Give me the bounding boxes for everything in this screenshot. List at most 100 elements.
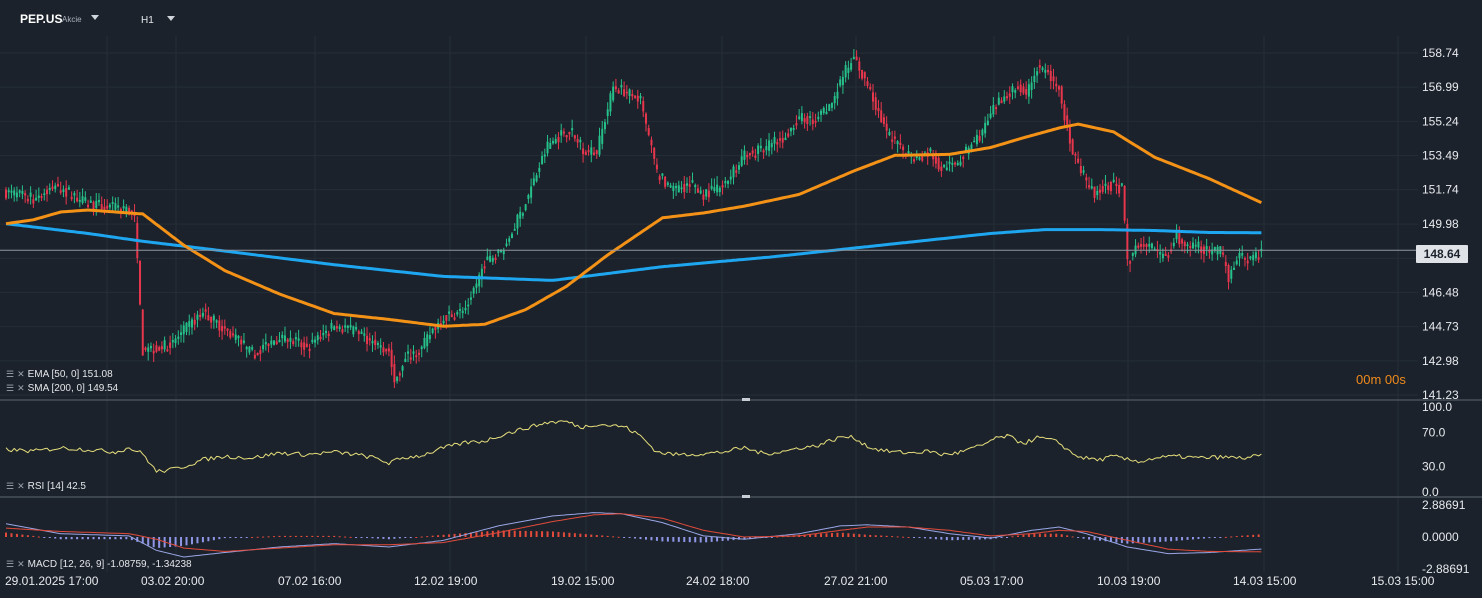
candle-body: [798, 116, 801, 119]
candle-body: [855, 56, 858, 61]
macd-histogram-bar: [1099, 537, 1101, 541]
macd-histogram-bar: [283, 535, 286, 537]
candle-body: [902, 146, 905, 151]
candle-body: [1047, 69, 1050, 73]
candle-body: [147, 347, 150, 352]
symbol-dropdown-icon[interactable]: [91, 15, 99, 20]
candle-body: [817, 116, 820, 120]
macd-histogram-bar: [158, 537, 161, 548]
candle-body: [617, 90, 620, 94]
candle-body: [453, 317, 456, 320]
candle-body: [398, 373, 401, 376]
price-axis-label: 142.98: [1422, 354, 1459, 368]
macd-histogram-bar: [240, 537, 243, 538]
settings-icon[interactable]: ☰: [6, 383, 14, 393]
close-icon[interactable]: ✕: [17, 481, 24, 491]
close-icon[interactable]: ✕: [17, 383, 24, 393]
settings-icon[interactable]: ☰: [6, 481, 14, 491]
candle-body: [1044, 69, 1047, 73]
macd-histogram-bar: [54, 537, 57, 539]
macd-histogram-bar: [765, 537, 768, 538]
macd-histogram-bar: [1224, 536, 1227, 538]
candle-body: [237, 335, 240, 339]
macd-histogram-bar: [770, 537, 773, 538]
candle-body: [631, 93, 634, 97]
price-axis-label: 155.24: [1422, 114, 1459, 128]
candle-body: [319, 336, 322, 340]
candle-body: [409, 357, 412, 360]
candle-body: [489, 255, 492, 262]
macd-histogram-bar: [76, 537, 79, 540]
candle-body: [828, 104, 831, 111]
macd-histogram-bar: [87, 537, 90, 540]
candle-body: [934, 156, 937, 164]
candle-body: [713, 187, 716, 191]
candle-body: [768, 140, 771, 151]
macd-histogram-bar: [48, 537, 51, 538]
candle-body: [1027, 84, 1030, 97]
candle-body: [1101, 185, 1104, 192]
symbol-name[interactable]: PEP.US: [20, 12, 63, 26]
candle-body: [450, 314, 453, 318]
candle-body: [70, 196, 73, 200]
macd-histogram-bar: [1022, 534, 1025, 537]
candle-body: [940, 166, 943, 172]
timeframe-selector[interactable]: H1: [141, 15, 154, 26]
timeframe-dropdown-icon[interactable]: [167, 16, 175, 21]
candle-body: [1030, 82, 1033, 91]
sma-label: SMA [200, 0] 149.54: [27, 383, 119, 394]
macd-histogram-bar: [1252, 534, 1255, 537]
candle-body: [1014, 90, 1017, 93]
rsi-line: [5, 420, 1262, 473]
macd-histogram-bar: [705, 537, 708, 543]
candle-body: [992, 105, 995, 115]
candle-body: [609, 93, 612, 112]
macd-histogram-bar: [245, 537, 248, 538]
close-icon[interactable]: ✕: [17, 369, 24, 379]
close-icon[interactable]: ✕: [17, 559, 24, 569]
macd-histogram-bar: [1186, 537, 1189, 540]
candle-body: [959, 161, 962, 166]
candle-body: [174, 338, 177, 344]
macd-histogram-bar: [825, 533, 828, 537]
pane-resize-handle[interactable]: [742, 495, 750, 498]
macd-histogram-bar: [858, 534, 861, 537]
candle-body: [943, 164, 946, 168]
candle-body: [1233, 267, 1236, 270]
candle-body: [300, 342, 303, 348]
macd-histogram-bar: [1049, 533, 1052, 537]
pane-resize-handle[interactable]: [742, 398, 750, 401]
candle-body: [475, 283, 478, 288]
macd-histogram-bar: [721, 537, 724, 541]
candle-body: [543, 154, 546, 157]
price-axis-label: 144.73: [1422, 320, 1459, 334]
macd-histogram-bar: [962, 537, 965, 540]
macd-histogram-bar: [32, 535, 35, 537]
macd-histogram-bar: [480, 531, 483, 537]
macd-histogram-bar: [590, 534, 593, 537]
macd-histogram-bar: [5, 532, 7, 537]
macd-histogram-bar: [951, 537, 954, 541]
settings-icon[interactable]: ☰: [6, 559, 14, 569]
candle-body: [26, 198, 29, 202]
candle-body: [956, 162, 959, 166]
macd-histogram-bar: [114, 537, 117, 540]
candle-body: [576, 138, 579, 143]
candle-body: [1131, 253, 1134, 256]
settings-icon[interactable]: ☰: [6, 369, 14, 379]
macd-histogram-bar: [1016, 535, 1019, 537]
macd-histogram-bar: [973, 537, 976, 540]
candle-body: [1085, 177, 1088, 181]
candle-body: [1049, 70, 1052, 82]
candle-body: [1068, 127, 1071, 144]
candle-body: [338, 326, 341, 329]
macd-histogram-bar: [437, 535, 440, 537]
macd-histogram-bar: [207, 537, 210, 542]
candle-body: [1052, 76, 1055, 82]
macd-histogram-bar: [1208, 537, 1211, 539]
candle-body: [1033, 75, 1036, 82]
candle-body: [29, 192, 32, 197]
candle-body: [913, 159, 916, 162]
candle-body: [1235, 260, 1238, 265]
